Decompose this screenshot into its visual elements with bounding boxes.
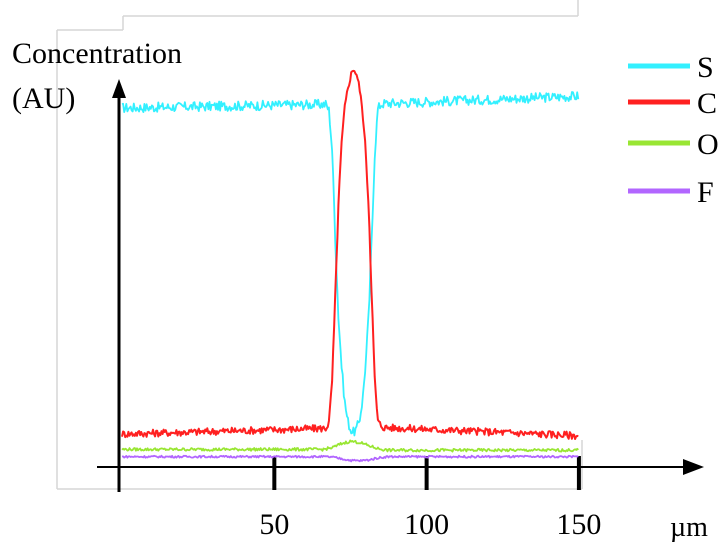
y-axis-arrowhead <box>112 79 126 98</box>
series-line-o <box>121 439 579 453</box>
x-tick-label-50: 50 <box>259 508 289 541</box>
y-axis-label-line1: Concentration <box>12 37 182 70</box>
legend-label-s: S <box>697 51 714 84</box>
series-line-c <box>121 69 579 440</box>
series-group <box>121 69 580 463</box>
x-ticks: 50 100 150 <box>259 456 601 541</box>
x-tick-label-100: 100 <box>404 508 449 541</box>
x-tick-label-150: 150 <box>556 508 601 541</box>
y-axis-label-line2: (AU) <box>12 82 75 115</box>
series-line-f <box>121 454 579 463</box>
x-axis-unit: µm <box>670 512 708 543</box>
legend-label-f: F <box>697 176 714 209</box>
x-axis-arrowhead <box>683 459 704 475</box>
legend-label-o: O <box>697 128 719 161</box>
chart-frame <box>56 0 583 490</box>
legend-label-c: C <box>697 87 717 120</box>
axes <box>97 79 704 492</box>
series-line-s <box>121 91 580 437</box>
